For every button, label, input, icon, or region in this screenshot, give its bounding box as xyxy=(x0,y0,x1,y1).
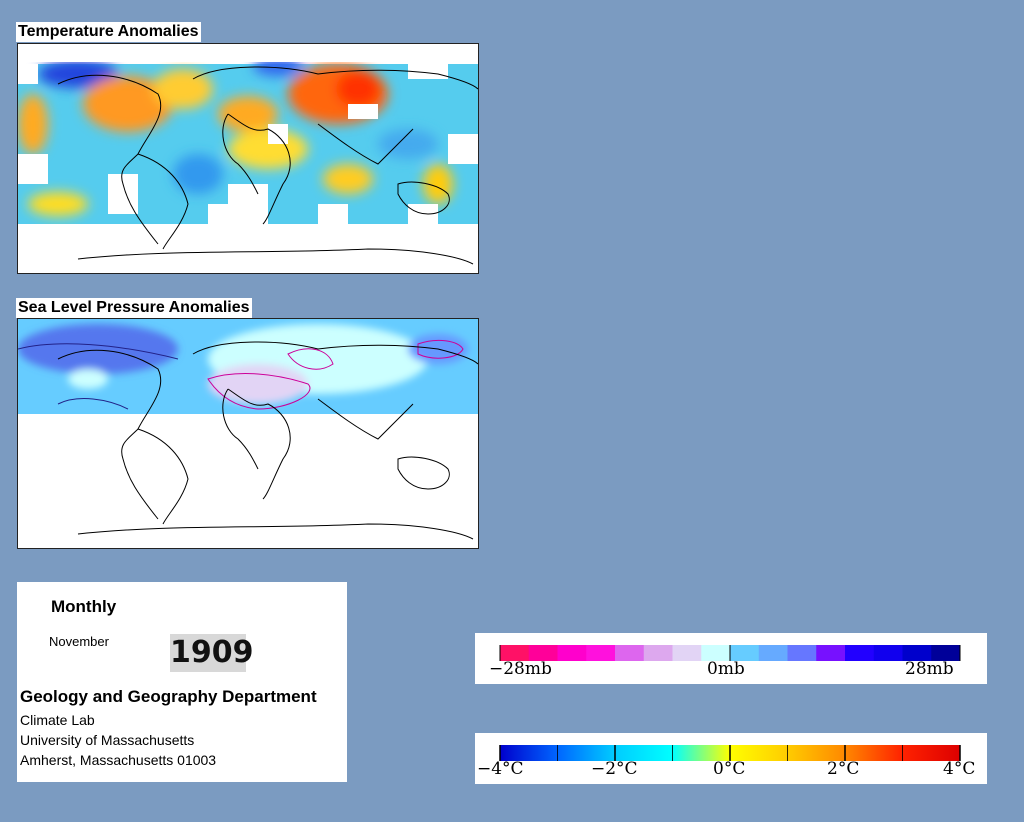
pressure-swatch-6 xyxy=(672,645,702,661)
temperature-label-plus2: 2°C xyxy=(827,759,860,779)
pressure-swatch-3 xyxy=(586,645,616,661)
pressure-swatch-5 xyxy=(643,645,673,661)
year-display: 1909 xyxy=(170,634,254,672)
temperature-label-minus2: −2°C xyxy=(591,759,638,779)
pressure-swatch-14 xyxy=(902,645,932,661)
temperature-map-canvas xyxy=(18,44,478,273)
pressure-swatch-7 xyxy=(701,645,731,661)
pressure-swatch-8 xyxy=(730,645,760,661)
sea-level-pressure-title: Sea Level Pressure Anomalies xyxy=(16,298,252,318)
pressure-swatch-11 xyxy=(816,645,846,661)
pressure-colorbar xyxy=(499,645,961,661)
pressure-legend: −28mb 0mb 28mb xyxy=(475,633,987,684)
pressure-swatch-15 xyxy=(931,645,961,661)
university-name: University of Massachusetts xyxy=(20,732,195,748)
month-label: November xyxy=(49,634,109,649)
pressure-label-max: 28mb xyxy=(905,659,954,679)
pressure-label-min: −28mb xyxy=(489,659,552,679)
info-panel: Monthly November 1909 Geology and Geogra… xyxy=(17,582,347,782)
pressure-swatch-0 xyxy=(500,645,530,661)
temperature-colorbar xyxy=(499,745,961,761)
sea-level-pressure-map xyxy=(17,318,479,549)
pressure-label-zero: 0mb xyxy=(707,659,745,679)
temperature-anomaly-map xyxy=(17,43,479,274)
temperature-label-zero: 0°C xyxy=(713,759,746,779)
temperature-legend: −4°C −2°C 0°C 2°C 4°C xyxy=(475,733,987,784)
department-name: Geology and Geography Department xyxy=(20,687,317,706)
temperature-anomalies-title: Temperature Anomalies xyxy=(16,22,201,42)
pressure-swatch-2 xyxy=(557,645,587,661)
pressure-map-canvas xyxy=(18,319,478,548)
address-line: Amherst, Massachusetts 01003 xyxy=(20,752,217,768)
pressure-swatch-10 xyxy=(787,645,817,661)
pressure-swatch-9 xyxy=(758,645,788,661)
frequency-label: Monthly xyxy=(51,597,117,616)
pressure-swatch-12 xyxy=(845,645,875,661)
pressure-swatch-13 xyxy=(873,645,903,661)
pressure-swatch-1 xyxy=(528,645,558,661)
temperature-label-plus4: 4°C xyxy=(943,759,976,779)
pressure-swatch-4 xyxy=(615,645,645,661)
temperature-label-minus4: −4°C xyxy=(477,759,524,779)
lab-name: Climate Lab xyxy=(20,712,95,728)
